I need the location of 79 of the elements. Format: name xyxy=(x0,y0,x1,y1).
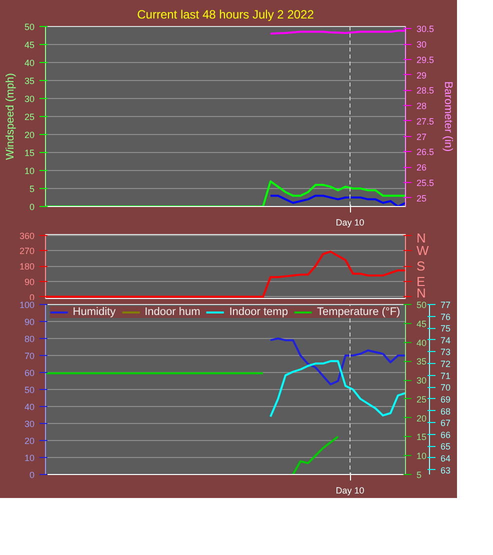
y-tick-label: 25 xyxy=(24,112,35,122)
y3-tick-label: 71 xyxy=(440,370,451,381)
y2-tick-label: 26 xyxy=(416,162,427,173)
line-series xyxy=(270,360,406,418)
y-tick-label: 100 xyxy=(19,300,35,310)
line-series xyxy=(270,194,406,206)
y-tick-label: 60 xyxy=(24,368,35,378)
y-tick-label: 0 xyxy=(29,470,35,480)
y-tick-label: 90 xyxy=(24,317,35,327)
y-tick-label: 50 xyxy=(24,22,35,32)
y-tick-label: 80 xyxy=(24,334,35,344)
y-tick-label: 35 xyxy=(24,76,35,86)
y-tick-label: 20 xyxy=(24,130,35,140)
y-tick-label: 360 xyxy=(19,230,35,241)
y-tick-label: 40 xyxy=(24,402,35,412)
y2-tick-label: 30 xyxy=(416,40,427,50)
y2-tick-label: 29.5 xyxy=(416,54,434,65)
y2-tick-label: 26.5 xyxy=(416,147,434,158)
y2-tick-label: 30 xyxy=(416,376,427,386)
y2-tick-label: 25 xyxy=(416,394,427,404)
y2-tick-label: 35 xyxy=(416,356,427,367)
y-tick-label: 10 xyxy=(24,453,35,463)
y-tick-label: 40 xyxy=(24,58,35,68)
y2-tick-label: 45 xyxy=(416,318,427,329)
text: W xyxy=(416,243,430,258)
y-tick-label: 270 xyxy=(19,246,35,256)
text: N xyxy=(416,230,426,246)
y-tick-label: 70 xyxy=(24,351,35,361)
y3-tick-label: 73 xyxy=(440,347,451,358)
y-tick-label: 10 xyxy=(24,166,35,176)
y2-tick-label: 10 xyxy=(416,451,427,462)
y-tick-label: 180 xyxy=(19,262,35,272)
y-tick-label: 20 xyxy=(24,436,35,446)
y3-tick-label: 68 xyxy=(440,406,451,416)
y2-tick-label: 27.5 xyxy=(416,116,434,126)
y2-tick-label: 20 xyxy=(416,413,427,424)
legend-label: Indoor hum xyxy=(144,306,200,318)
text: S xyxy=(416,258,426,274)
y3-tick-label: 74 xyxy=(440,335,451,346)
y3-tick-label: 72 xyxy=(440,359,451,370)
y3-tick-label: 67 xyxy=(440,418,451,428)
y-tick-label: 30 xyxy=(24,94,35,104)
y-tick-label: 0 xyxy=(29,202,35,212)
y2-tick-label: 15 xyxy=(416,432,427,442)
y-tick-label: 90 xyxy=(24,276,35,287)
text: Day 10 xyxy=(336,218,364,228)
legend-label: Indoor temp xyxy=(229,306,288,318)
y-tick-label: 30 xyxy=(24,419,35,429)
y-tick-label: 5 xyxy=(29,184,35,194)
y2-tick-label: 50 xyxy=(416,300,427,310)
y3-tick-label: 70 xyxy=(440,382,451,393)
y2-tick-label: 27 xyxy=(416,132,427,142)
y2-tick-label: 25 xyxy=(416,193,427,204)
chart-title: Current last 48 hours July 2 2022 xyxy=(137,8,314,22)
y3-tick-label: 66 xyxy=(440,430,451,440)
y3-tick-label: 75 xyxy=(440,324,451,334)
y3-tick-label: 64 xyxy=(440,453,451,464)
y3-tick-label: 76 xyxy=(440,312,451,322)
y3-tick-label: 63 xyxy=(440,465,451,476)
y3-tick-label: 77 xyxy=(440,300,451,310)
y3-tick-label: 65 xyxy=(440,442,451,452)
y2-tick-label: 25.5 xyxy=(416,178,434,188)
y2-tick-label: 29 xyxy=(416,70,427,80)
y2-tick-label: 28.5 xyxy=(416,86,434,96)
y-tick-label: 45 xyxy=(24,40,35,50)
y-tick-label: 15 xyxy=(24,148,35,158)
y3-tick-label: 69 xyxy=(440,394,451,404)
y2-axis-title: Barometer (in) xyxy=(442,81,454,152)
y2-tick-label: 28 xyxy=(416,101,427,112)
line-series xyxy=(270,338,406,386)
y-tick-label: 50 xyxy=(24,385,35,395)
y2-tick-label: 30.5 xyxy=(416,24,434,34)
y-tick-label: 0 xyxy=(29,292,35,302)
legend-label: Humidity xyxy=(72,306,116,318)
text: Day 10 xyxy=(336,486,364,496)
y-axis-title: Windspeed (mph) xyxy=(4,73,16,160)
y2-tick-label: 5 xyxy=(416,470,422,480)
y2-tick-label: 40 xyxy=(416,338,427,348)
legend-label: Temperature (°F) xyxy=(316,306,400,318)
